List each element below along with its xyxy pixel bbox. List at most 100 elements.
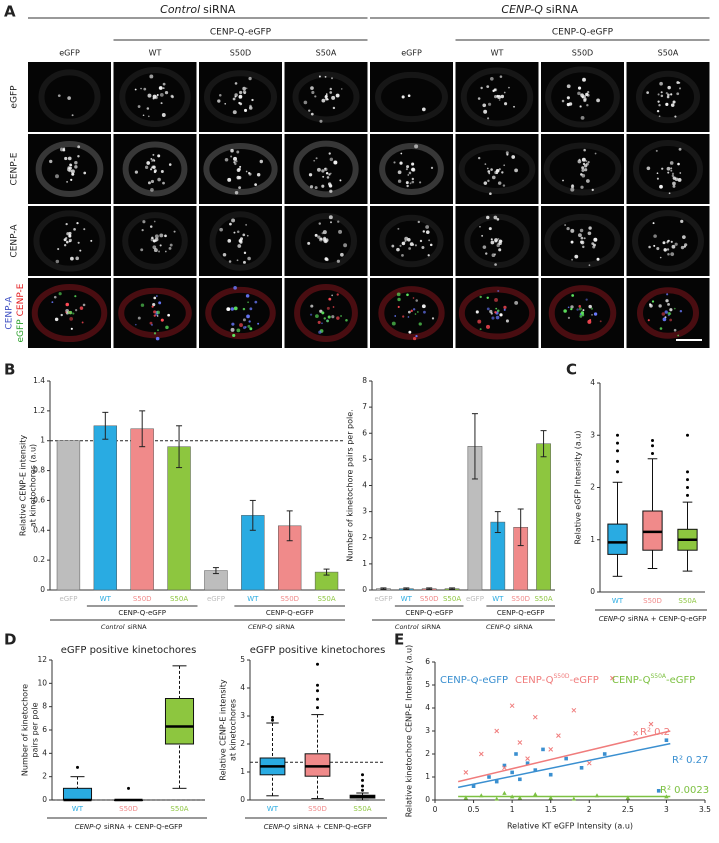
spot: [494, 88, 498, 92]
spot: [321, 184, 325, 188]
spot: [397, 179, 402, 183]
spot: [60, 313, 63, 317]
outlier: [316, 697, 319, 701]
spot: [421, 107, 426, 112]
spot: [667, 93, 670, 97]
spot: [480, 86, 483, 90]
spot: [588, 264, 591, 267]
spot: [151, 165, 155, 169]
spot: [77, 241, 80, 244]
spot: [589, 318, 592, 322]
column-label: eGFP: [59, 49, 80, 58]
outlier: [361, 784, 364, 788]
spot: [577, 159, 582, 164]
spot: [158, 86, 163, 90]
spot: [669, 161, 674, 165]
outlier: [651, 438, 654, 442]
spot: [83, 228, 86, 231]
x-tick-label: S50D: [511, 595, 530, 603]
spot: [652, 222, 655, 225]
spot: [405, 181, 409, 185]
cell-haze: [38, 69, 101, 125]
spot: [232, 110, 237, 115]
spot: [656, 172, 659, 175]
column-label: WT: [149, 49, 162, 58]
spot: [67, 156, 72, 161]
spot: [63, 238, 67, 242]
spot: [328, 297, 332, 301]
spot: [156, 295, 158, 297]
x-tick-label: 2.5: [622, 805, 634, 814]
spot: [242, 86, 247, 91]
subgroup-label: CENP-Q-eGFP: [497, 609, 545, 617]
spot: [340, 252, 344, 257]
spot: [672, 181, 676, 186]
spot: [670, 167, 673, 170]
spot: [562, 179, 564, 182]
spot: [659, 184, 663, 189]
spot: [310, 112, 314, 116]
column-label: S50D: [572, 49, 593, 58]
spot: [577, 86, 582, 90]
spot: [66, 181, 68, 183]
spot: [494, 298, 498, 302]
spot: [486, 215, 490, 220]
spot: [423, 310, 426, 314]
y-tick-label: 4: [590, 378, 595, 387]
spot: [146, 161, 151, 165]
y-tick-label: 4: [362, 481, 367, 490]
spot: [679, 309, 683, 313]
spot: [162, 82, 166, 86]
subgroup-label: CENP-Q-eGFP: [405, 609, 453, 617]
box: [607, 523, 628, 555]
spot: [310, 86, 314, 90]
outlier: [651, 452, 654, 456]
outlier: [686, 493, 689, 497]
spot: [332, 106, 336, 110]
point: [571, 707, 577, 713]
spot: [164, 250, 167, 253]
spot: [593, 243, 596, 247]
spot: [237, 167, 241, 171]
spot: [336, 293, 339, 296]
group-label: Control siRNA: [160, 3, 236, 16]
cell-haze: [458, 143, 536, 195]
spot: [243, 251, 247, 255]
x-tick-label: S50D: [308, 805, 327, 813]
spot: [235, 160, 238, 163]
label-text: siRNA + CENP-Q-eGFP: [293, 823, 371, 831]
point: [532, 714, 538, 720]
spot: [578, 305, 582, 308]
label-text: siRNA: [422, 623, 442, 631]
spot: [581, 173, 586, 178]
spot: [325, 258, 329, 262]
cell-haze: [35, 140, 104, 198]
spot: [154, 234, 159, 239]
spot: [137, 105, 141, 108]
cell-image: [370, 278, 453, 348]
spot: [412, 308, 416, 311]
spot: [227, 177, 232, 182]
point: [533, 768, 538, 772]
row-label: CENP-E: [10, 152, 20, 185]
spot: [248, 320, 251, 323]
spot: [152, 302, 156, 307]
bar: [56, 440, 81, 591]
column-label: S50D: [230, 49, 251, 58]
x-tick-label: WT: [72, 805, 84, 813]
spot: [143, 87, 147, 91]
spot: [505, 151, 509, 155]
spot: [408, 247, 412, 250]
spot: [74, 295, 77, 298]
spot: [83, 171, 87, 175]
spot: [156, 310, 160, 315]
spot: [244, 326, 247, 328]
cell-image: [113, 134, 197, 204]
spot: [246, 314, 250, 319]
y-tick-label: 1: [40, 436, 45, 445]
spot: [486, 167, 489, 170]
spot: [674, 115, 677, 118]
panel-label: B: [4, 361, 15, 379]
spot: [588, 304, 592, 309]
spot: [570, 307, 573, 311]
